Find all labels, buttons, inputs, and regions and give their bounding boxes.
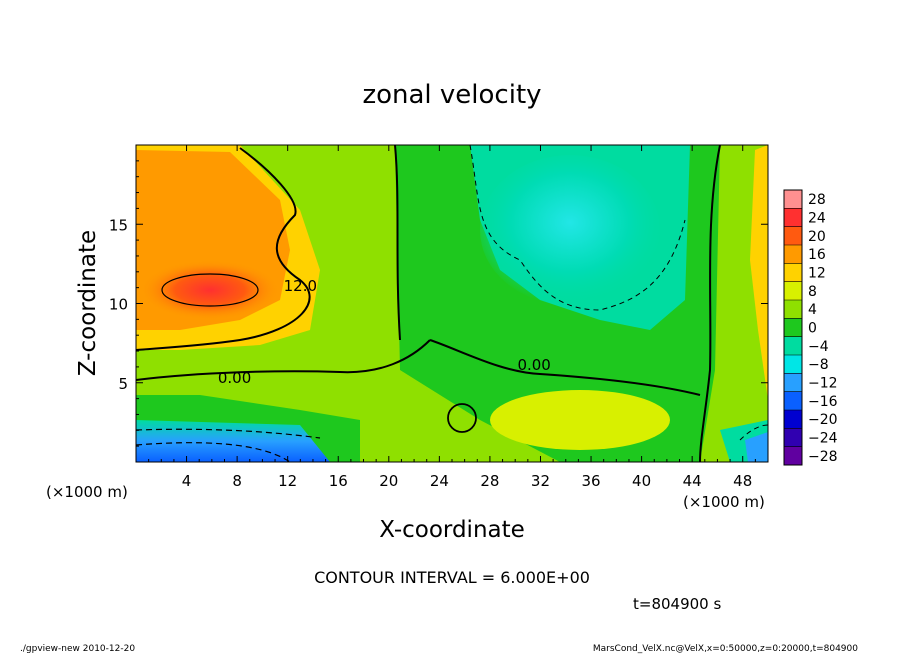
- x-tick-label: 16: [329, 472, 348, 490]
- colorbar-swatch: [784, 190, 802, 209]
- x-unit-right: (×1000 m): [683, 493, 765, 511]
- y-tick-label: 5: [118, 375, 128, 393]
- colorbar-swatch: [784, 208, 802, 227]
- y-tick-label: 15: [109, 216, 128, 234]
- colorbar-swatch: [784, 263, 802, 282]
- colorbar-label: 28: [808, 192, 826, 208]
- colorbar-swatch: [784, 281, 802, 300]
- colorbar-swatch: [784, 318, 802, 337]
- x-axis-label: X-coordinate: [379, 517, 525, 543]
- time-text: t=804900 s: [633, 595, 721, 613]
- x-tick-label: 48: [733, 472, 752, 490]
- colorbar-swatch: [784, 410, 802, 429]
- colorbar-swatch: [784, 355, 802, 374]
- x-tick-label: 24: [430, 472, 449, 490]
- x-tick-label: 36: [581, 472, 600, 490]
- colorbar-label: 16: [808, 247, 826, 263]
- contour-label: 12.0: [284, 277, 317, 295]
- x-axis: 4 8 12 16 20 24 28 32 36 40 44 48: [148, 145, 756, 490]
- colorbar-swatch: [784, 245, 802, 264]
- contour-label: 0.00: [218, 369, 251, 387]
- x-tick-label: 8: [232, 472, 242, 490]
- chart-title: zonal velocity: [362, 80, 541, 110]
- contour-labels: 12.0 0.00 0.00: [218, 277, 551, 387]
- colorbar-swatch: [784, 300, 802, 319]
- footer-right: MarsCond_VelX.nc@VelX,x=0:50000,z=0:2000…: [593, 644, 858, 654]
- x-tick-label: 20: [379, 472, 398, 490]
- colorbar-swatch: [784, 391, 802, 410]
- colorbar-label: −20: [808, 412, 838, 428]
- velocity-field: [136, 145, 768, 462]
- colorbar-label: 0: [808, 321, 817, 337]
- colorbar-label: −12: [808, 376, 838, 392]
- x-unit-left: (×1000 m): [46, 483, 128, 501]
- colorbar-label: 4: [808, 302, 817, 318]
- x-tick-label: 28: [480, 472, 499, 490]
- colorbar: 28 24 20 16 12 8 4 0 −4 −8 −12 −16 −20 −24 −28: [783, 189, 838, 466]
- colorbar-swatch: [784, 336, 802, 355]
- x-tick-label: 32: [531, 472, 550, 490]
- colorbar-label: 20: [808, 229, 826, 245]
- colorbar-swatch: [784, 373, 802, 392]
- contour-interval-text: CONTOUR INTERVAL = 6.000E+00: [314, 568, 590, 587]
- colorbar-swatch: [784, 226, 802, 245]
- colorbar-swatch: [784, 446, 802, 465]
- y-axis: 5 10 15: [109, 160, 768, 447]
- x-tick-label: 40: [632, 472, 651, 490]
- colorbar-label: −28: [808, 449, 838, 465]
- x-tick-label: 44: [683, 472, 702, 490]
- x-tick-label: 4: [182, 472, 192, 490]
- contour-label: 0.00: [517, 356, 550, 374]
- colorbar-swatch: [784, 428, 802, 447]
- colorbar-label: −4: [808, 339, 829, 355]
- colorbar-label: −8: [808, 357, 829, 373]
- y-axis-label: Z-coordinate: [75, 230, 101, 376]
- colorbar-label: 12: [808, 266, 826, 282]
- x-tick-label: 12: [278, 472, 297, 490]
- colorbar-label: −24: [808, 431, 838, 447]
- y-tick-label: 10: [109, 296, 128, 314]
- colorbar-label: 8: [808, 284, 817, 300]
- footer-left: ./gpview-new 2010-12-20: [20, 644, 135, 654]
- colorbar-label: −16: [808, 394, 838, 410]
- colorbar-label: 24: [808, 211, 826, 227]
